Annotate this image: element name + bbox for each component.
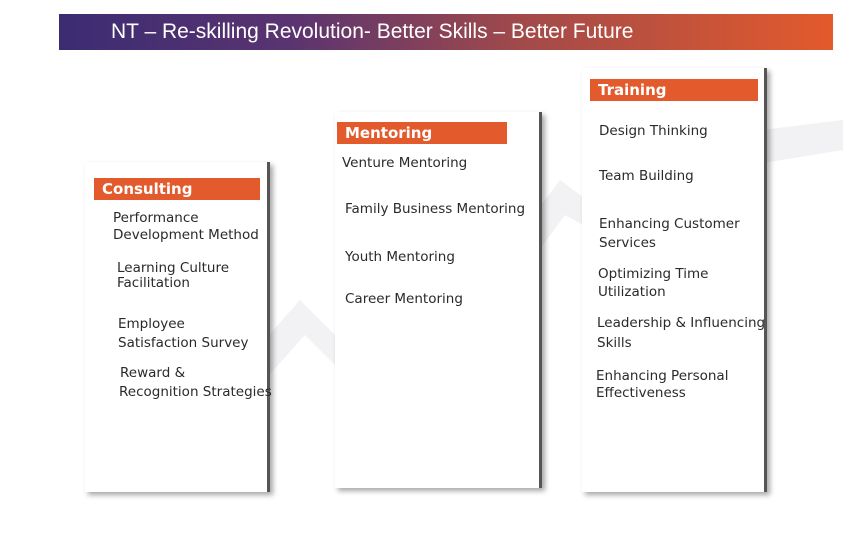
banner-title: NT – Re-skilling Revolution- Better Skil…: [111, 20, 634, 43]
mentoring-item: Family Business Mentoring: [345, 201, 526, 217]
consulting-item: Reward & Recognition Strategies: [119, 365, 272, 400]
consulting-card: [85, 162, 270, 492]
mentoring-card: [335, 112, 542, 488]
training-item: Leadership & Influencing Skills: [597, 315, 766, 351]
training-item: Design Thinking: [599, 123, 708, 139]
training-card: [582, 68, 767, 492]
mentoring-item: Career Mentoring: [345, 291, 463, 307]
consulting-item: Learning Culture Facilitation: [117, 260, 230, 291]
training-item: Enhancing Customer Services: [599, 216, 740, 251]
mentoring-heading: Mentoring: [337, 122, 507, 144]
title-banner: NT – Re-skilling Revolution- Better Skil…: [59, 14, 833, 50]
mentoring-item: Youth Mentoring: [345, 249, 455, 265]
mentoring-item: Venture Mentoring: [342, 155, 468, 171]
training-heading: Training: [590, 79, 758, 101]
consulting-item: Employee Satisfaction Survey: [118, 316, 249, 351]
training-item: Enhancing Personal Effectiveness: [596, 368, 729, 401]
training-item: Optimizing Time Utilization: [598, 266, 709, 300]
consulting-heading: Consulting: [94, 178, 260, 200]
training-item: Team Building: [599, 168, 694, 184]
consulting-item: Performance Development Method: [113, 210, 259, 243]
